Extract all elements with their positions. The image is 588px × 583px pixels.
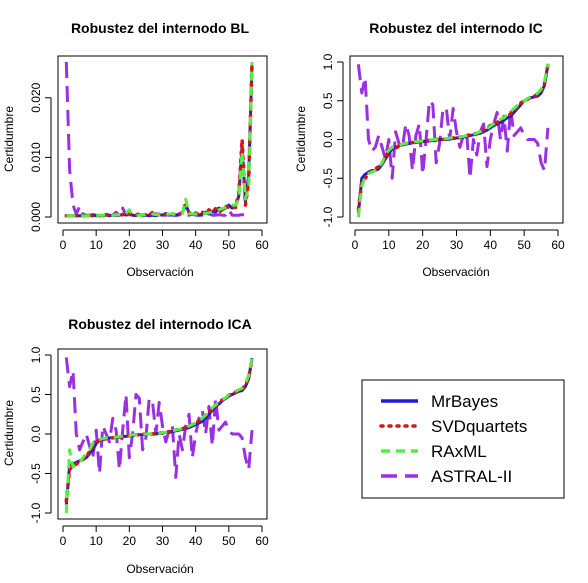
x-tick-label: 20 <box>416 238 430 252</box>
y-tick-label: 0.000 <box>29 202 43 232</box>
chart-panel-ic: Robustez del internodo IC Observación Ce… <box>294 20 565 279</box>
y-tick-label: -1.0 <box>321 206 335 227</box>
legend: MrBayes SVDquartets RAxML ASTRAL-II <box>361 379 565 499</box>
legend-label: RAxML <box>431 442 487 461</box>
series-line-astral-ii <box>64 61 253 217</box>
y-tick-label: 1.0 <box>29 346 43 363</box>
plot-frame <box>349 55 564 224</box>
y-tick-label: -1.0 <box>29 502 43 523</box>
legend-label: ASTRAL-II <box>431 467 512 486</box>
x-tick-label: 20 <box>123 238 137 252</box>
x-axis-label: Observación <box>126 265 193 279</box>
chart-title: Robustez del internodo IC <box>369 20 542 36</box>
x-tick-label: 10 <box>89 238 103 252</box>
x-axis-label: Observación <box>126 562 193 576</box>
series-line-raxml <box>356 63 550 218</box>
y-tick-label: 0.5 <box>321 92 335 109</box>
x-tick-label: 0 <box>352 238 359 252</box>
y-tick-label: 0.0 <box>321 131 335 148</box>
x-tick-label: 0 <box>60 534 67 548</box>
y-tick-label: 0.5 <box>29 386 43 403</box>
x-tick-label: 50 <box>222 534 236 548</box>
legend-label: MrBayes <box>431 392 498 411</box>
x-tick-label: 60 <box>551 238 565 252</box>
chart-panel-bl: Robustez del internodo BL Observación Ce… <box>2 20 269 279</box>
y-axis-label: Certidumbre <box>2 106 16 172</box>
series-line-astral-ii <box>356 64 550 180</box>
x-tick-label: 30 <box>156 238 170 252</box>
plot-frame <box>57 55 268 224</box>
series-line-svdquartets <box>64 357 254 503</box>
x-tick-label: 50 <box>517 238 531 252</box>
y-tick-label: 0.0 <box>29 425 43 442</box>
x-tick-label: 30 <box>450 238 464 252</box>
series-line-svdquartets <box>64 61 254 218</box>
series-line-svdquartets <box>356 63 550 212</box>
chart-title: Robustez del internodo BL <box>71 20 250 36</box>
chart-title: Robustez del internodo ICA <box>68 316 252 332</box>
y-tick-label: 0.010 <box>29 142 43 172</box>
x-tick-label: 60 <box>255 238 269 252</box>
y-axis-label: Certidumbre <box>2 400 16 466</box>
legend-label: SVDquartets <box>431 417 527 436</box>
series-line-mrbayes <box>66 64 254 218</box>
x-tick-label: 0 <box>60 238 67 252</box>
x-tick-label: 20 <box>123 534 137 548</box>
x-tick-label: 50 <box>222 238 236 252</box>
x-tick-label: 60 <box>255 534 269 548</box>
y-tick-label: -0.5 <box>321 168 335 189</box>
y-tick-label: -0.5 <box>29 463 43 484</box>
chart-panel-ica: Robustez del internodo ICA Observación C… <box>2 316 269 576</box>
series-line-raxml <box>64 357 254 514</box>
series-line-raxml <box>66 61 254 218</box>
x-tick-label: 10 <box>382 238 396 252</box>
y-axis-label: Certidumbre <box>294 106 308 172</box>
x-tick-label: 10 <box>89 534 103 548</box>
x-tick-label: 40 <box>484 238 498 252</box>
x-tick-label: 30 <box>156 534 170 548</box>
x-tick-label: 40 <box>189 534 203 548</box>
plot-frame <box>57 348 268 520</box>
x-tick-label: 40 <box>189 238 203 252</box>
y-tick-label: 1.0 <box>321 53 335 70</box>
x-axis-label: Observación <box>422 265 489 279</box>
series-line-astral-ii <box>64 357 254 479</box>
y-tick-label: 0.020 <box>29 82 43 112</box>
